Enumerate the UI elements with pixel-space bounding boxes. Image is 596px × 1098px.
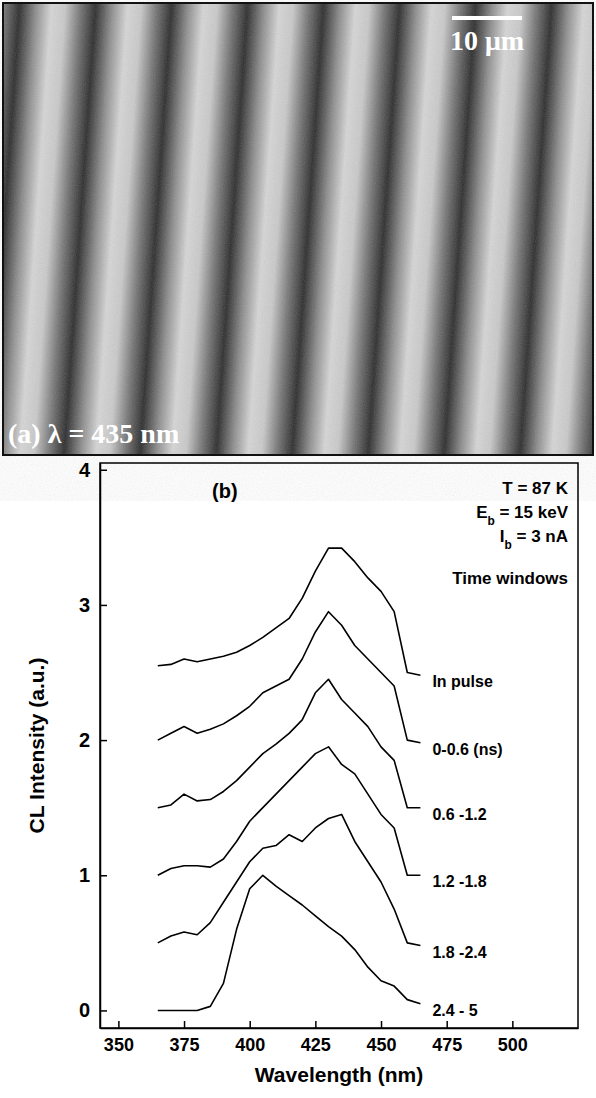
- x-tick-mark: [249, 1021, 251, 1028]
- y-tick-mark: [100, 470, 107, 472]
- annotation: Time windows: [452, 569, 568, 588]
- x-tick-label: 475: [432, 1035, 462, 1055]
- x-tick-label: 425: [301, 1035, 331, 1055]
- scale-bar: [452, 16, 522, 20]
- x-tick: 375: [170, 1021, 200, 1055]
- y-tick-label: 4: [79, 459, 91, 481]
- y-tick-label: 0: [79, 999, 90, 1021]
- spectrum-line: [158, 679, 421, 807]
- x-tick-label: 400: [235, 1035, 265, 1055]
- series-labels: In pulse 0-0.6 (ns) 0.6 -1.2 1.2 -1.8 1.8 -2…: [432, 673, 502, 1018]
- panel-a: 10 μm (a) λ = 435 nm: [3, 3, 593, 455]
- y-tick-label: 3: [79, 594, 90, 616]
- image-border: [3, 3, 593, 455]
- series-label: 2.4 - 5: [432, 1002, 477, 1019]
- y-tick: 3: [79, 594, 107, 616]
- x-axis-line: [101, 1028, 579, 1030]
- series-label: 1.8 -2.4: [432, 944, 486, 961]
- scale-bar-label: 10 μm: [450, 25, 524, 56]
- series-label: 1.2 -1.8: [432, 873, 486, 890]
- spectrum-line: [158, 612, 421, 743]
- series-label: 0.6 -1.2: [432, 806, 486, 823]
- spectrum-line: [158, 548, 421, 675]
- panel-b-label: (b): [212, 480, 238, 502]
- series-label: In pulse: [432, 673, 493, 690]
- x-tick-label: 500: [498, 1035, 528, 1055]
- y-axis: 0 1 2 3 4: [79, 459, 107, 1029]
- annotation: Ib = 3 nA: [500, 527, 568, 552]
- annotations: T = 87 K Eb = 15 keVIb = 3 nA Time windows: [452, 479, 569, 588]
- y-tick: 0: [79, 999, 107, 1021]
- x-tick: 425: [301, 1021, 331, 1055]
- panel-a-label: (a) λ = 435 nm: [8, 418, 179, 449]
- x-tick-label: 350: [104, 1035, 134, 1055]
- y-tick-mark: [100, 1010, 107, 1012]
- x-tick-mark: [446, 1021, 448, 1028]
- y-tick: 4: [79, 459, 107, 481]
- y-tick-mark: [100, 740, 107, 742]
- x-tick: 350: [104, 1021, 134, 1055]
- x-tick-mark: [512, 1021, 514, 1028]
- annotation: T = 87 K: [502, 479, 568, 498]
- x-axis: 350 375 400 425 450 475 500: [101, 1021, 579, 1055]
- x-tick: 400: [235, 1021, 265, 1055]
- x-tick-mark: [118, 1021, 120, 1028]
- x-axis-title: Wavelength (nm): [255, 1063, 423, 1086]
- annotation: Eb = 15 keV: [476, 503, 569, 528]
- x-tick-mark: [315, 1021, 317, 1028]
- image-grain: [3, 3, 593, 455]
- x-tick-label: 450: [366, 1035, 396, 1055]
- spectrum-line: [158, 875, 421, 1010]
- spectrum-line: [158, 814, 421, 945]
- x-tick-label: 375: [170, 1035, 200, 1055]
- x-tick-mark: [381, 1021, 383, 1028]
- cl-image: [3, 3, 593, 455]
- spectrum-line: [158, 747, 421, 875]
- series-lines: [158, 548, 421, 1010]
- x-tick-mark: [184, 1021, 186, 1028]
- y-tick-mark: [100, 875, 107, 877]
- plot-frame: [100, 463, 578, 1028]
- y-tick-label: 2: [79, 729, 90, 751]
- series-label: 0-0.6 (ns): [432, 741, 502, 758]
- y-tick-label: 1: [79, 864, 90, 886]
- y-tick: 2: [79, 729, 107, 751]
- panel-b: 350 375 400 425 450 475 500 0 1 2 3 4 Wavelength (nm…: [25, 459, 579, 1086]
- y-tick: 1: [79, 864, 107, 886]
- figure: 10 μm (a) λ = 435 nm 350 375 400 425 450 475 500…: [0, 0, 596, 1098]
- x-tick: 475: [432, 1021, 462, 1055]
- y-tick-mark: [100, 605, 107, 607]
- x-tick: 450: [366, 1021, 396, 1055]
- y-axis-title: CL Intensity (a.u.): [25, 658, 48, 834]
- x-tick: 500: [498, 1021, 528, 1055]
- y-axis-line: [100, 464, 102, 1029]
